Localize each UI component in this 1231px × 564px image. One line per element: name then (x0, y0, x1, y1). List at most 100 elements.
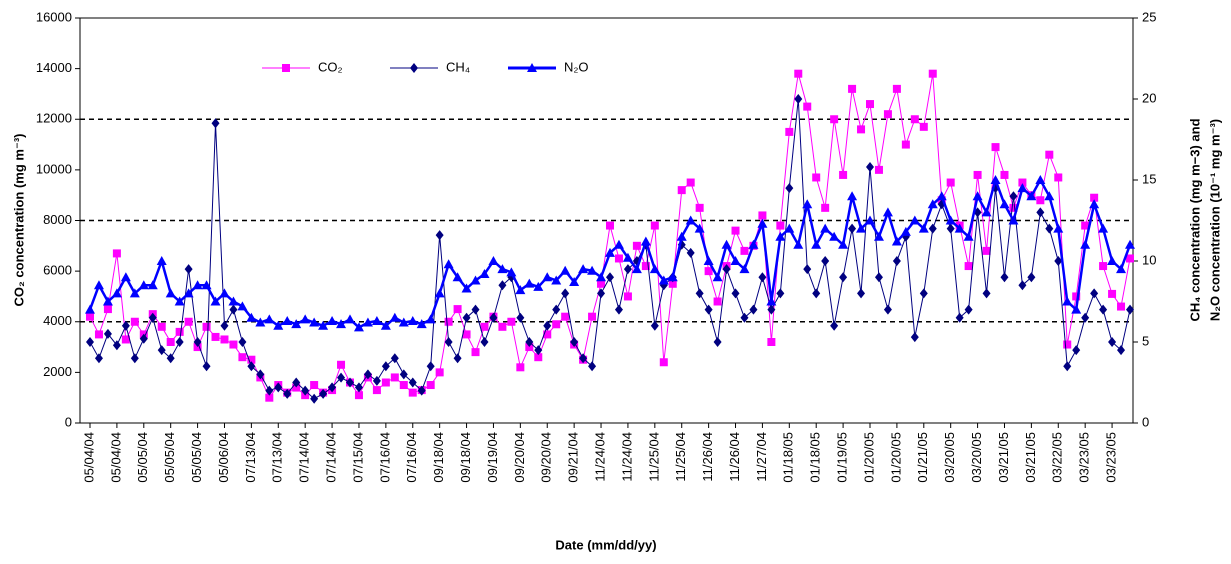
x-tick-label: 09/20/04 (539, 432, 554, 483)
point (945, 215, 956, 225)
point (488, 256, 499, 265)
x-tick-label: 05/05/04 (135, 432, 150, 483)
point (749, 304, 758, 315)
legend-label: N₂O (564, 59, 589, 74)
point (551, 275, 562, 285)
point (103, 305, 112, 314)
point (659, 358, 668, 367)
point (94, 330, 103, 339)
point (292, 377, 301, 388)
point (1018, 178, 1027, 187)
point (623, 292, 632, 301)
point (641, 262, 650, 271)
point (86, 337, 94, 347)
point (866, 162, 874, 173)
point (812, 288, 821, 299)
point (389, 312, 400, 322)
point (918, 223, 929, 233)
point (972, 191, 983, 201)
point (694, 223, 705, 233)
point (981, 207, 992, 217)
point (928, 69, 937, 78)
point (650, 320, 659, 331)
point (820, 223, 831, 233)
point (802, 199, 813, 209)
y-tick-label: 0 (65, 414, 72, 429)
point (954, 223, 965, 233)
point (1063, 361, 1072, 372)
point (1108, 337, 1117, 347)
point (613, 239, 624, 249)
point (282, 64, 290, 72)
point (507, 317, 516, 326)
point (381, 361, 390, 372)
point (219, 288, 230, 298)
x-tick-label: 09/18/04 (458, 432, 473, 483)
point (606, 221, 614, 230)
x-tick-label: 09/18/04 (431, 432, 446, 483)
point (803, 102, 812, 111)
point (891, 236, 902, 246)
point (1008, 215, 1019, 225)
x-tick-label: 11/24/04 (619, 432, 634, 482)
point (722, 264, 731, 275)
point (461, 283, 472, 293)
point (686, 178, 695, 187)
point (300, 314, 311, 324)
point (658, 275, 669, 285)
point (498, 322, 507, 331)
point (93, 280, 104, 290)
series-line (89, 73, 1131, 399)
point (337, 372, 346, 383)
x-tick-label: 03/22/05 (1050, 432, 1065, 483)
x-tick-label: 03/23/05 (1104, 432, 1119, 483)
point (372, 386, 381, 395)
x-tick-label: 01/21/05 (915, 432, 930, 483)
x-tick-label: 03/20/05 (969, 432, 984, 483)
x-tick-label: 09/19/04 (485, 432, 500, 483)
point (892, 84, 901, 93)
point (337, 360, 346, 369)
point (606, 272, 614, 283)
point (1117, 302, 1126, 311)
point (785, 183, 794, 194)
point (776, 221, 785, 230)
point (210, 296, 221, 306)
point (148, 312, 157, 323)
x-tick-label: 11/27/04 (754, 432, 769, 482)
point (821, 203, 830, 212)
point (588, 361, 597, 372)
x-tick-label: 05/04/04 (108, 432, 123, 483)
point (470, 275, 481, 285)
x-tick-label: 07/15/04 (350, 432, 365, 483)
point (892, 256, 901, 266)
point (650, 221, 659, 230)
point (220, 320, 229, 331)
point (704, 267, 713, 276)
x-tick-label: 03/21/05 (1023, 432, 1038, 483)
point (560, 265, 571, 275)
point (910, 115, 919, 124)
point (1116, 264, 1127, 274)
point (516, 363, 525, 372)
point (319, 388, 328, 399)
point (228, 296, 239, 306)
point (444, 337, 453, 347)
point (812, 173, 821, 182)
point (1017, 183, 1028, 193)
x-tick-label: 01/20/05 (861, 432, 876, 483)
y-tick-label: 2000 (43, 364, 72, 379)
point (534, 345, 543, 356)
point (220, 335, 229, 344)
point (999, 199, 1010, 209)
point (1080, 239, 1091, 249)
point (704, 304, 713, 315)
point (695, 203, 704, 212)
point (542, 272, 553, 282)
point (973, 170, 982, 179)
point (309, 317, 320, 327)
point (794, 94, 803, 104)
point (435, 368, 444, 377)
point (121, 335, 130, 344)
point (175, 337, 184, 347)
